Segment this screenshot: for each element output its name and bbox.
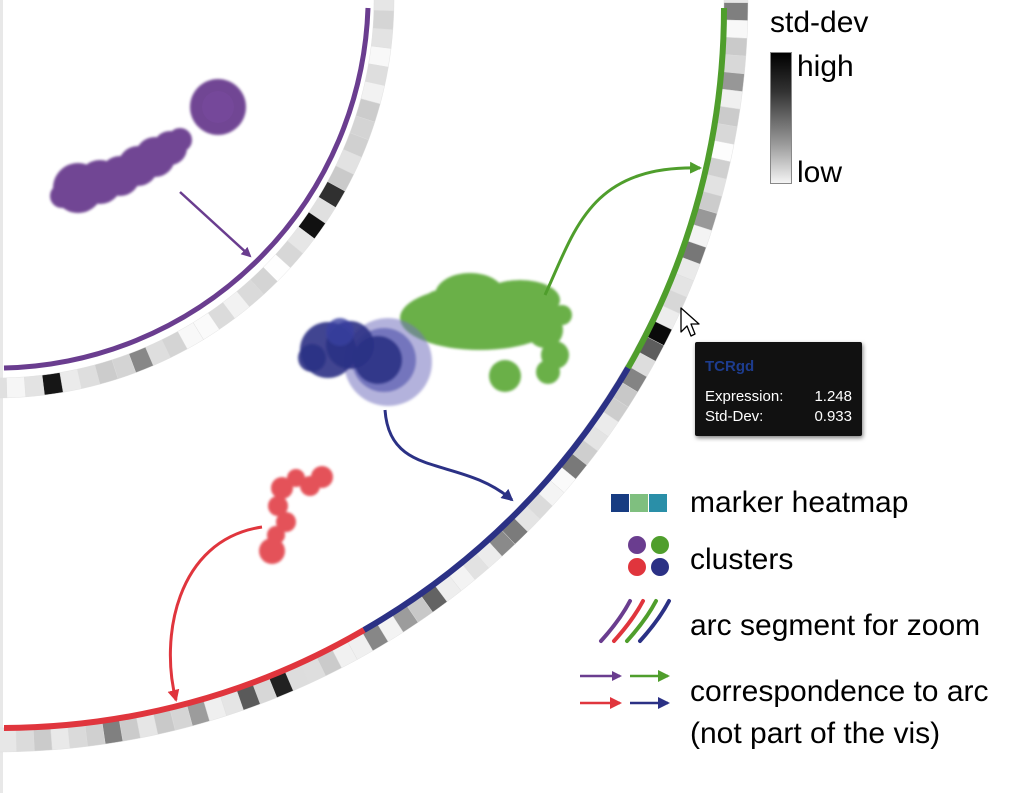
arrow-green: [543, 161, 702, 296]
heatmap-cell: [723, 2, 749, 21]
arrow-purple: [179, 191, 252, 258]
legend-clusters-label: clusters: [690, 543, 794, 576]
heatmap-cell: [723, 0, 749, 3]
marker-tooltip: TCRgd Expression: 1.248 Std-Dev: 0.933: [695, 342, 862, 436]
heatmap-cell: [41, 372, 64, 396]
stddev-high-label: high: [797, 50, 854, 83]
legend-marker-heatmap-label: marker heatmap: [690, 486, 909, 519]
tooltip-stddev-label: Std-Dev:: [705, 408, 764, 425]
cluster-blue[interactable]: [298, 318, 432, 406]
legend-correspondence-label: correspondence to arc: [690, 675, 989, 708]
arc-segment-blue[interactable]: [362, 366, 631, 633]
stddev-scale-title: std-dev: [770, 6, 869, 39]
heatmap-cell: [0, 377, 8, 399]
arrow-blue: [383, 409, 514, 502]
heatmap-cell: [6, 376, 26, 399]
inner-arc-heatmap: [0, 0, 395, 399]
heatmap-cell: [0, 727, 17, 753]
tooltip-expression-label: Expression:: [705, 388, 784, 405]
heatmap-cell: [373, 0, 395, 12]
mouse-cursor-icon: [680, 307, 700, 337]
stddev-low-label: low: [797, 156, 843, 189]
tooltip-marker-name: TCRgd: [705, 358, 755, 375]
arrow-red: [167, 525, 263, 702]
heatmap-cell: [370, 28, 394, 49]
arc-segment-red[interactable]: [3, 627, 366, 731]
heatmap-cell: [372, 10, 395, 30]
heatmap-cell: [368, 45, 392, 68]
arc-segment-green[interactable]: [625, 7, 728, 370]
cluster-green[interactable]: [400, 273, 572, 392]
tooltip-expression-value: 1.248: [814, 388, 852, 405]
cluster-purple-center: [202, 91, 234, 123]
correspondence-arrows-icon: [580, 670, 670, 709]
stddev-gradient-bar: [770, 52, 792, 184]
clusters-icon: [628, 536, 669, 576]
marker-heatmap-icon: [611, 494, 667, 512]
arc-segment-purple[interactable]: [3, 7, 371, 371]
tooltip-stddev-value: 0.933: [814, 408, 852, 425]
legend-correspondence-note: (not part of the vis): [690, 717, 941, 750]
heatmap-cell: [24, 374, 45, 398]
cluster-red[interactable]: [259, 466, 333, 564]
legend-arc-segment-label: arc segment for zoom: [690, 609, 981, 642]
arc-segment-icon: [599, 599, 671, 643]
